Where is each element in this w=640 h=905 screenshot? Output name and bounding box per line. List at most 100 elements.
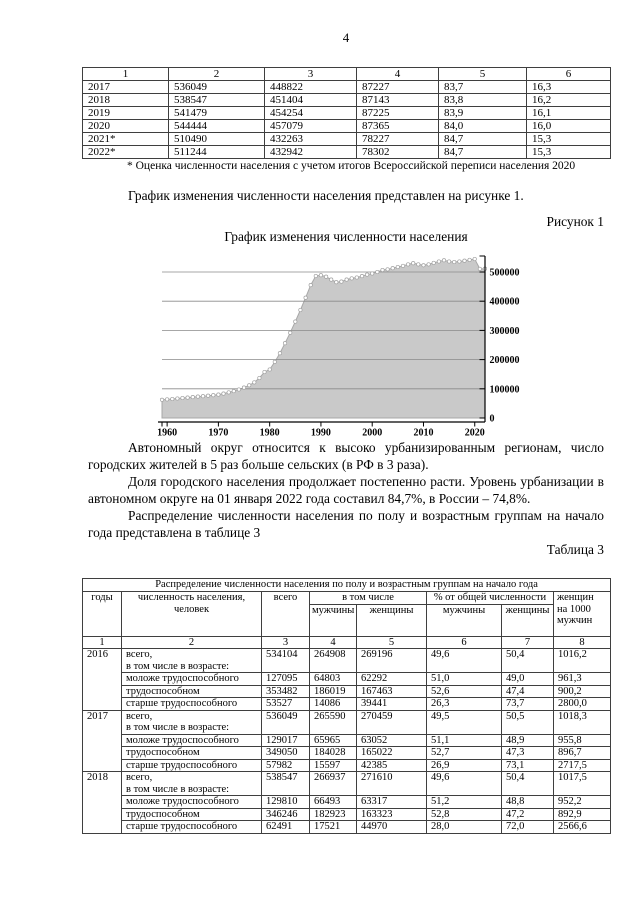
col-number: 3 xyxy=(261,636,310,649)
data-point-marker xyxy=(462,258,467,263)
table-cell: 541479 xyxy=(168,106,265,120)
table-cell: 269196 xyxy=(356,648,427,673)
table-footnote: * Оценка численности населения с учетом … xyxy=(127,160,576,172)
table-cell: 52,7 xyxy=(426,746,502,760)
y-tick-label: 500000 xyxy=(490,268,520,279)
data-point-marker xyxy=(457,259,462,264)
col-header-total: всего xyxy=(261,591,310,637)
table-cell: 167463 xyxy=(356,684,427,698)
table-cell: старше трудоспособного xyxy=(121,820,262,834)
col-header-women: женщины xyxy=(356,604,427,637)
data-point-marker xyxy=(447,259,452,264)
col-number: 7 xyxy=(501,636,554,649)
data-point-marker xyxy=(318,273,323,278)
data-point-marker xyxy=(349,276,354,281)
table-cell: трудоспособном xyxy=(121,807,262,821)
table3-title-row: Распределение численности населения по п… xyxy=(81,578,612,592)
table-cell: 50,5 xyxy=(501,709,554,735)
table-row: 2020 544444 457079 87365 84,0 16,0 xyxy=(82,119,611,133)
data-point-marker xyxy=(293,319,298,324)
data-point-marker xyxy=(359,274,365,279)
table-row: старше трудоспособного 62491 17521 44970 28,… xyxy=(83,820,612,834)
x-tick-label: 2010 xyxy=(413,428,433,439)
table-cell: моложе трудоспособного xyxy=(121,733,262,747)
data-point-marker xyxy=(159,397,165,402)
table-cell: 129810 xyxy=(261,795,310,809)
data-point-marker xyxy=(426,262,431,267)
data-point-marker xyxy=(170,396,175,402)
table-cell: 127095 xyxy=(261,672,310,686)
group-header-percent: % от общей численности xyxy=(426,591,554,605)
x-tick-label: 1990 xyxy=(311,428,331,439)
table-cell: 57982 xyxy=(261,758,310,772)
col-number: 5 xyxy=(356,636,427,649)
table-cell: 165022 xyxy=(356,746,427,760)
table-cell: 44970 xyxy=(356,820,427,834)
table-cell: 270459 xyxy=(356,709,427,735)
table-cell: 15597 xyxy=(309,758,357,772)
table-cell: 83,9 xyxy=(438,106,527,120)
data-point-marker xyxy=(390,266,395,271)
year-cell: 2017 xyxy=(82,709,122,772)
table-row: 2017 536049 448822 87227 83,7 16,3 xyxy=(82,80,611,94)
table-cell: старше трудоспособного xyxy=(121,697,262,711)
data-point-marker xyxy=(324,274,329,279)
table-cell: трудоспособном xyxy=(121,684,262,698)
data-point-marker xyxy=(308,283,313,288)
table-cell: 511244 xyxy=(168,145,265,159)
table-cell: 53527 xyxy=(261,697,310,711)
table-cell: 2717,5 xyxy=(552,758,612,772)
table3-title: Распределение численности населения по п… xyxy=(81,578,612,592)
table-cell: 454254 xyxy=(264,106,357,120)
data-point-marker xyxy=(267,367,272,372)
table-row: моложе трудоспособного 127095 64803 62292 51… xyxy=(83,672,612,686)
table-cell: 84,0 xyxy=(438,119,527,133)
y-tick-label: 0 xyxy=(490,414,495,425)
table-cell: 2022* xyxy=(82,145,169,159)
data-point-marker xyxy=(431,260,436,265)
x-tick-label: 2000 xyxy=(362,428,382,439)
table-cell: 62491 xyxy=(261,820,310,834)
table-cell: 73,7 xyxy=(501,697,554,711)
table-cell: 26,9 xyxy=(426,758,502,772)
data-point-marker xyxy=(344,277,349,282)
data-point-marker xyxy=(252,380,257,385)
table-cell: 87365 xyxy=(356,119,439,133)
data-point-marker xyxy=(226,390,231,395)
table-cell: 26,3 xyxy=(426,697,502,711)
table-cell: 1016,2 xyxy=(552,648,612,673)
table-cell: 63052 xyxy=(356,733,427,747)
table-cell: 353482 xyxy=(261,684,310,698)
data-point-marker xyxy=(339,279,344,284)
group-header-including: в том числе xyxy=(309,591,427,605)
table-cell: 49,6 xyxy=(426,771,502,796)
table-cell: 184028 xyxy=(309,746,357,760)
table-cell: 28,0 xyxy=(426,820,502,834)
table-cell: 892,9 xyxy=(552,807,612,821)
table-cell: 15,3 xyxy=(526,145,611,159)
data-point-marker xyxy=(247,383,252,388)
table3-numbering-row: 1 2 3 4 5 6 7 8 xyxy=(82,636,612,649)
data-point-marker xyxy=(411,261,416,266)
table-row: 2017 всего, в том числе в возрасте: 536049… xyxy=(82,709,612,772)
data-point-marker xyxy=(206,393,211,398)
table-cell: 14086 xyxy=(309,697,357,711)
table-cell: 48,9 xyxy=(501,733,554,747)
data-point-marker xyxy=(231,389,236,394)
table-row: 2022* 511244 432942 78302 84,7 15,3 xyxy=(82,145,611,159)
paragraph-table-ref: Распределение численности населения по п… xyxy=(88,508,604,540)
year-cell: 2016 xyxy=(82,648,122,711)
table1-col-header: 2 xyxy=(168,67,265,81)
table-cell: 271610 xyxy=(356,771,427,796)
table-cell: 84,7 xyxy=(438,145,527,159)
table-cell: 1018,3 xyxy=(552,709,612,735)
data-point-marker xyxy=(298,307,303,313)
table3-header-row: годы численность населения, человек всег… xyxy=(82,591,612,637)
table-cell: 2021* xyxy=(82,132,169,146)
body-text: Автономный округ относится к высоко урба… xyxy=(88,439,604,558)
figure-label: Рисунок 1 xyxy=(546,214,605,229)
table-cell: 64803 xyxy=(309,672,357,686)
col-header-men-pct: мужчины xyxy=(426,604,502,637)
table-row: трудоспособном 346246 182923 163323 52,8 47,2… xyxy=(83,807,612,821)
